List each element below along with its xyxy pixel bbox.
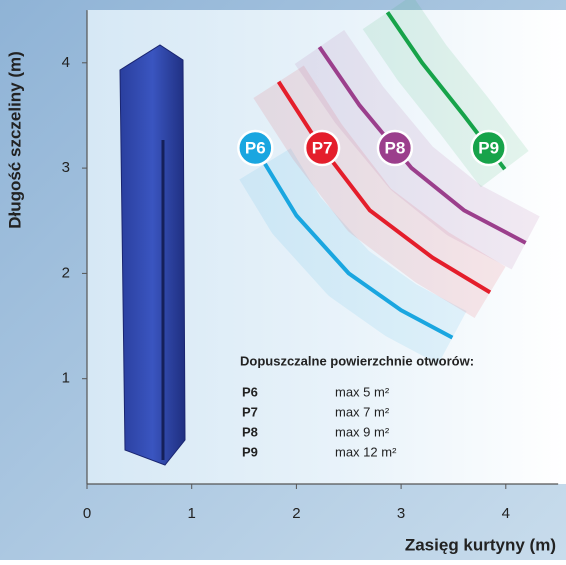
y-tick-label: 4 xyxy=(62,54,70,71)
legend-key: P8 xyxy=(242,424,258,439)
series-label: P7 xyxy=(312,138,333,157)
x-tick-label: 2 xyxy=(292,505,300,522)
x-tick-label: 0 xyxy=(83,505,91,522)
series-label: P6 xyxy=(245,138,266,157)
y-axis-title: Długość szczeliny (m) xyxy=(5,51,24,229)
page: Dopuszczalne powierzchnie otworów: 0 1 2 3 4… xyxy=(0,0,566,565)
legend-value: max 5 m² xyxy=(335,384,390,399)
x-tick-label: 3 xyxy=(397,505,405,522)
x-axis-title: Zasięg kurtyny (m) xyxy=(405,535,556,554)
y-tick-label: 2 xyxy=(62,264,70,281)
legend-key: P7 xyxy=(242,404,258,419)
y-tick-label: 1 xyxy=(62,370,70,387)
legend-key: P6 xyxy=(242,384,258,399)
legend-title: Dopuszczalne powierzchnie otworów: xyxy=(240,353,474,368)
legend-value: max 7 m² xyxy=(335,404,390,419)
y-tick-label: 3 xyxy=(62,159,70,176)
legend-value: max 9 m² xyxy=(335,424,390,439)
chart: Dopuszczalne powierzchnie otworów: 0 1 2 3 4… xyxy=(0,0,566,560)
x-tick-label: 1 xyxy=(188,505,196,522)
series-label: P9 xyxy=(478,138,499,157)
legend-value: max 12 m² xyxy=(335,444,397,459)
x-tick-label: 4 xyxy=(502,505,510,522)
device-image xyxy=(120,45,185,465)
series-label: P8 xyxy=(385,138,406,157)
legend-key: P9 xyxy=(242,444,258,459)
